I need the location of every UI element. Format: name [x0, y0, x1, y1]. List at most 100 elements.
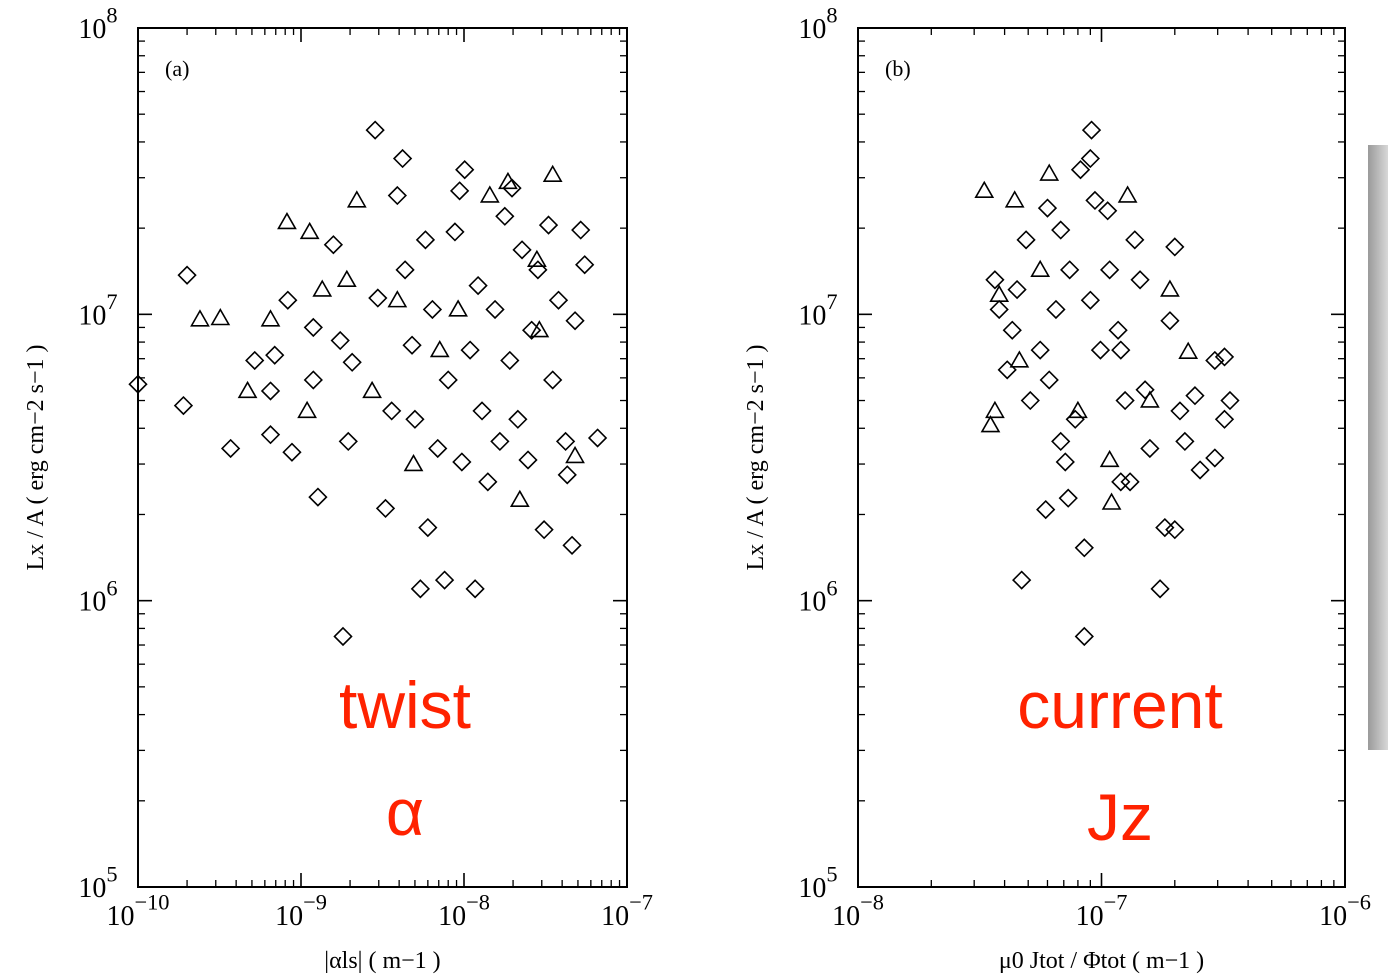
diamond-point	[543, 370, 563, 390]
diamond-point	[1165, 237, 1185, 257]
diamond-point	[478, 472, 498, 492]
diamond-point	[308, 487, 328, 507]
diamond-point	[1039, 370, 1059, 390]
diamond-point	[1108, 320, 1128, 340]
diamond-point	[1030, 340, 1050, 360]
triangle-point	[1099, 449, 1120, 468]
diamond-point	[303, 317, 323, 338]
triangle-point	[509, 489, 530, 508]
diamond-point	[260, 425, 281, 445]
diamond-point	[365, 120, 385, 140]
cropped-image	[1368, 145, 1388, 750]
diamond-point	[177, 265, 197, 285]
diamond-point	[220, 438, 241, 459]
x-tick-label: 10−8	[832, 890, 884, 932]
diamond-point	[1165, 520, 1185, 540]
diamond-point	[1090, 340, 1111, 360]
annotation: α	[386, 775, 424, 849]
diamond-point	[1016, 230, 1036, 250]
diamond-point	[465, 579, 485, 599]
diamond-point	[455, 160, 475, 180]
diamond-point	[1125, 230, 1145, 250]
diamond-point	[1175, 431, 1195, 452]
diamond-point	[1190, 460, 1210, 480]
y-axis-label: Lx / A ( erg cm−2 s−1 )	[23, 345, 49, 571]
y-tick-label: 106	[78, 575, 117, 617]
diamond-point	[1080, 148, 1100, 169]
triangle-point	[362, 380, 382, 399]
x-tick-label: 10−9	[275, 890, 327, 932]
diamond-point	[422, 299, 443, 320]
diamond-point	[1214, 409, 1235, 429]
diamond-point	[410, 579, 431, 599]
triangle-point	[237, 380, 258, 399]
diamond-point	[1051, 431, 1071, 452]
diamond-point	[1111, 340, 1131, 360]
diamond-point	[1080, 290, 1100, 310]
triangle-point	[297, 400, 317, 419]
diamond-point	[1140, 438, 1160, 459]
diamond-point	[571, 220, 591, 240]
diamond-point	[1051, 220, 1071, 240]
diamond-point	[387, 185, 407, 206]
triangle-point	[299, 221, 320, 240]
x-axis-label: μ0 Jtot / Φtot ( m−1 )	[999, 948, 1204, 974]
diamond-point	[260, 381, 281, 401]
y-tick-label: 108	[798, 3, 837, 45]
triangle-point	[312, 279, 333, 297]
y-tick-label: 107	[798, 289, 837, 331]
triangle-point	[190, 309, 210, 327]
triangle-point	[1068, 400, 1088, 419]
triangle-point	[529, 320, 550, 338]
diamond-point	[1012, 570, 1032, 590]
diamond-point	[508, 409, 528, 429]
diamond-point	[1055, 452, 1075, 472]
diamond-point	[173, 395, 194, 416]
x-tick-label: 10−8	[438, 890, 490, 932]
y-tick-label: 108	[78, 3, 117, 45]
triangle-point	[403, 453, 424, 472]
triangle-point	[1160, 279, 1180, 297]
diamond-point	[565, 311, 585, 331]
diamond-point	[1020, 390, 1040, 411]
triangle-point	[1004, 190, 1025, 208]
diamond-point	[562, 535, 582, 556]
diamond-point	[1150, 579, 1170, 599]
triangle-point	[1178, 341, 1199, 359]
diamond-point	[1185, 386, 1205, 406]
triangle-point	[1009, 350, 1030, 368]
diamond-point	[502, 178, 522, 198]
triangle-point	[387, 290, 408, 308]
diamond-point	[1081, 120, 1102, 140]
diamond-point	[368, 288, 388, 308]
triangle-point	[498, 171, 518, 190]
diamond-point	[1074, 626, 1094, 647]
diamond-point	[500, 350, 520, 371]
diamond-point	[330, 330, 350, 351]
triangle-point	[1039, 163, 1060, 181]
annotation: twist	[339, 668, 471, 742]
diamond-point	[575, 255, 595, 275]
triangle-point	[1101, 492, 1122, 510]
triangle-point	[985, 400, 1005, 419]
diamond-point	[538, 215, 559, 235]
diamond-point	[512, 240, 532, 260]
diamond-point	[460, 340, 480, 360]
diamond-point	[375, 498, 396, 519]
diamond-point	[1058, 488, 1078, 508]
diamond-point	[1130, 270, 1150, 290]
panel-label: (b)	[885, 56, 911, 81]
triangle-point	[980, 415, 1001, 433]
triangle-point	[429, 339, 450, 358]
diamond-point	[1111, 472, 1131, 492]
diamond-point	[382, 401, 402, 421]
y-tick-label: 105	[78, 862, 117, 904]
diamond-point	[1098, 201, 1118, 221]
y-tick-label: 107	[78, 289, 117, 331]
diamond-point	[278, 290, 298, 310]
x-tick-label: 10−7	[601, 890, 653, 932]
diamond-point	[1220, 390, 1240, 411]
diamond-point	[1036, 499, 1056, 520]
diamond-point	[1074, 538, 1094, 558]
diamond-point	[1007, 279, 1027, 300]
